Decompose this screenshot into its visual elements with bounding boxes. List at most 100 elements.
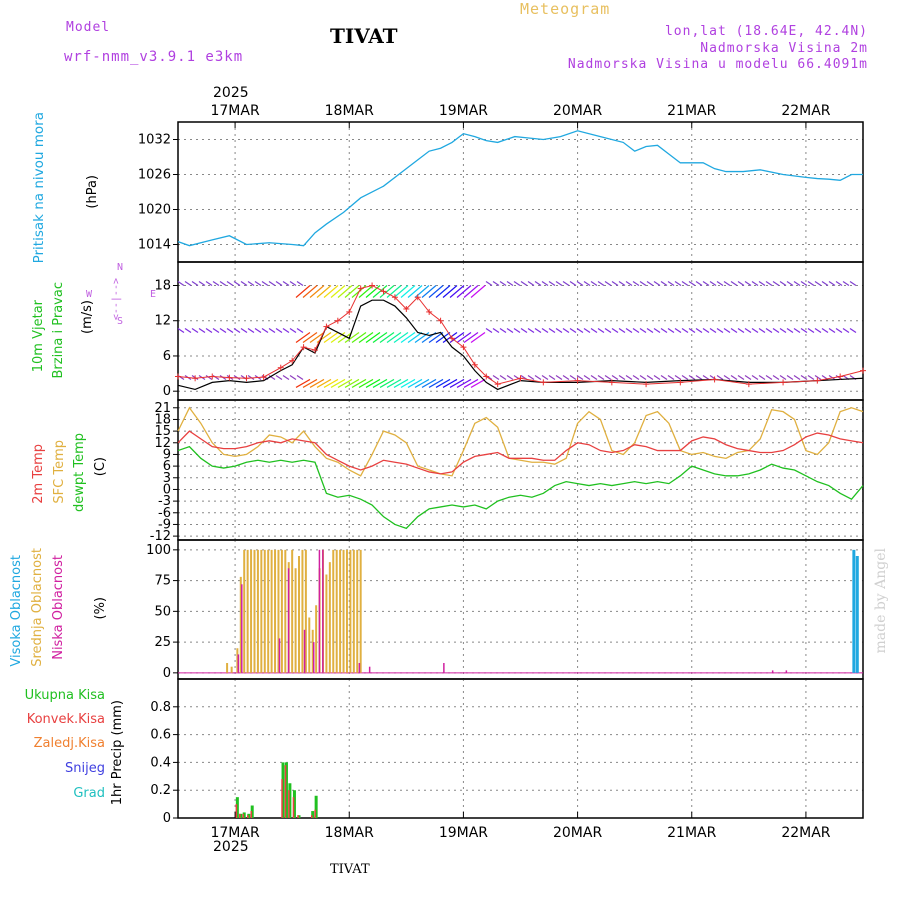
wind-arrow xyxy=(793,327,801,333)
wind-arrow xyxy=(548,374,556,380)
wind-axis-title-2: Brzina i Pravac xyxy=(51,282,66,379)
lonlat-label: lon,lat (18.64E, 42.4N) xyxy=(664,24,868,39)
wind-arrow xyxy=(541,280,549,286)
x-tick-label-bottom: 19MAR xyxy=(439,825,488,841)
wind-arrow xyxy=(709,374,717,380)
wind-arrow xyxy=(421,285,437,298)
wind-arrow xyxy=(835,327,843,333)
wind-arrow xyxy=(492,374,500,380)
wind-arrow xyxy=(191,280,199,286)
temp-ytick-label: 3 xyxy=(163,471,171,486)
wind-arrow xyxy=(330,285,346,298)
precip-ytick-label: 0.8 xyxy=(150,700,171,715)
wind-arrow xyxy=(254,280,262,286)
wind-arrow xyxy=(198,280,206,286)
legend-snow: Snijeg xyxy=(65,761,105,776)
wind-arrow xyxy=(632,374,640,380)
wind-arrow xyxy=(730,327,738,333)
wind-arrow xyxy=(828,327,836,333)
temp-sfc-label: SFC Temp xyxy=(52,440,67,504)
wind-arrow xyxy=(597,374,605,380)
wind-arrow xyxy=(744,280,752,286)
temp-ytick-label: 9 xyxy=(163,447,171,462)
wind-arrow xyxy=(758,374,766,380)
wind-arrow xyxy=(226,280,234,286)
wind-arrow xyxy=(555,374,563,380)
wind-arrow xyxy=(520,280,528,286)
wind-arrow xyxy=(527,327,535,333)
wind-arrow xyxy=(842,327,850,333)
bottom-station-name: TIVAT xyxy=(330,862,370,877)
wind-arrow xyxy=(667,280,675,286)
wind-arrow xyxy=(709,280,717,286)
wind-arrow xyxy=(660,374,668,380)
wind-arrow xyxy=(435,285,451,298)
model-name: wrf-nmm_v3.9.1 e3km xyxy=(64,49,244,65)
precip-ytick-label: 0.2 xyxy=(150,783,171,798)
temp-ytick-label: 0 xyxy=(163,482,171,497)
wind-arrow xyxy=(456,285,472,298)
wind-arrow xyxy=(407,378,423,388)
compass-arrow: <--|--> xyxy=(111,278,122,321)
wind-arrow xyxy=(302,285,318,298)
wind-arrow xyxy=(604,327,612,333)
wind-arrow xyxy=(323,285,339,298)
wind-arrow xyxy=(716,280,724,286)
wind-arrow xyxy=(506,374,514,380)
wind-arrow xyxy=(240,327,248,333)
wind-arrow xyxy=(344,285,360,298)
wind-ytick-label: 6 xyxy=(163,349,171,364)
wind-arrow xyxy=(449,378,465,388)
wind-arrow xyxy=(590,280,598,286)
wind-arrow xyxy=(541,327,549,333)
wind-arrow xyxy=(212,327,220,333)
wind-arrow xyxy=(765,374,773,380)
compass-n: N xyxy=(117,262,124,273)
wind-arrow xyxy=(681,280,689,286)
wind-arrow xyxy=(828,280,836,286)
wind-arrow xyxy=(667,374,675,380)
wind-arrow xyxy=(737,374,745,380)
wind-arrow xyxy=(268,374,276,380)
wind-arrow xyxy=(653,374,661,380)
clouds-ytick-label: 75 xyxy=(154,574,171,589)
wind-arrow xyxy=(618,374,626,380)
wind-arrow xyxy=(191,327,199,333)
wind-arrow xyxy=(849,280,857,286)
wind-arrow xyxy=(400,378,416,388)
wind-arrow xyxy=(499,374,507,380)
wind-arrow xyxy=(240,280,248,286)
wind-arrow xyxy=(219,280,227,286)
wind-arrow xyxy=(463,378,479,388)
wind-arrow xyxy=(295,378,311,388)
wind-speed-line xyxy=(177,299,864,391)
wind-arrow xyxy=(282,327,290,333)
wind-arrow xyxy=(674,280,682,286)
wind-arrow xyxy=(442,285,458,298)
wind-arrow xyxy=(302,331,318,343)
legend-hail: Grad xyxy=(73,786,105,801)
temp-2m-label: 2m Temp xyxy=(31,444,46,504)
wind-arrow xyxy=(492,280,500,286)
pressure-ytick-label: 1020 xyxy=(138,203,171,218)
wind-arrow xyxy=(828,374,836,380)
wind-arrow xyxy=(681,374,689,380)
wind-arrow xyxy=(835,374,843,380)
temp-ytick-label: 18 xyxy=(154,412,171,427)
precip-ytick-label: 0.4 xyxy=(150,755,171,770)
wind-arrow xyxy=(779,280,787,286)
wind-arrow xyxy=(435,331,451,343)
wind-arrow xyxy=(625,374,633,380)
wind-arrow xyxy=(555,327,563,333)
wind-arrow xyxy=(442,378,458,388)
wind-arrow xyxy=(646,280,654,286)
wind-arrow xyxy=(470,331,486,343)
wind-arrow xyxy=(435,378,451,388)
wind-arrow xyxy=(597,280,605,286)
wind-arrow xyxy=(772,327,780,333)
cloud-mid-label: Srednja Oblacnost xyxy=(30,548,45,667)
wind-arrow xyxy=(198,327,206,333)
wind-arrow xyxy=(393,285,409,298)
wind-arrow xyxy=(337,378,353,388)
